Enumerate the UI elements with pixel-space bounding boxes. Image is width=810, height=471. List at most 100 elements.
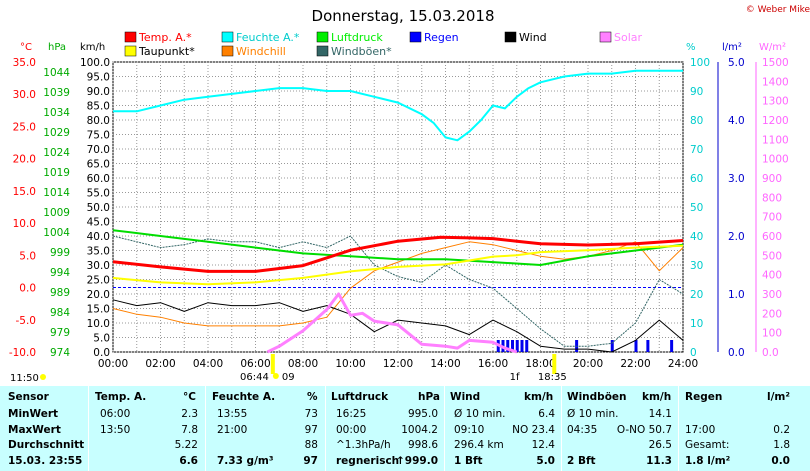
pressure-tick: 999	[50, 247, 70, 259]
pressure-tick: 994	[50, 267, 70, 279]
wind-unit: km/h	[80, 42, 105, 53]
stats-header: km/h	[642, 391, 672, 403]
pressure-tick: 1019	[43, 167, 70, 179]
stats-header: Wind	[450, 391, 481, 403]
sunrise-marker	[270, 354, 275, 374]
x-tick: 20:00	[573, 358, 603, 370]
stats-header: Luftdruck	[331, 391, 389, 403]
humidity-unit: %	[686, 42, 696, 53]
humidity-tick: 20	[690, 289, 703, 301]
x-tick: 12:00	[383, 358, 413, 370]
stats-cell: 14.1	[648, 408, 672, 420]
weather-chart: Donnerstag, 15.03.2018 © Weber Mike Temp. …	[9, 5, 810, 384]
series-line-solar	[266, 292, 518, 354]
sunrise-icon	[272, 373, 279, 379]
temp-unit: °C	[20, 42, 32, 53]
legend-label: Windböen*	[331, 45, 392, 58]
wind-tick: 100.0	[80, 57, 110, 69]
solar-tick: 1000	[762, 154, 789, 166]
stats-cell: 5.22	[174, 439, 198, 451]
temp-tick: 10.0	[13, 218, 36, 230]
solar-tick: 1400	[762, 76, 789, 88]
solar-tick: 1200	[762, 115, 789, 127]
stats-cell: 6.6	[179, 454, 198, 467]
solar-tick: 700	[762, 212, 782, 224]
chart-title: Donnerstag, 15.03.2018	[312, 7, 495, 25]
humidity-tick: 30	[690, 260, 703, 272]
solar-tick: 200	[762, 308, 782, 320]
pressure-tick: 1029	[43, 127, 70, 139]
stats-header: km/h	[524, 391, 554, 403]
humidity-tick: 100	[690, 57, 710, 69]
stats-cell: 1.8	[773, 439, 790, 451]
solar-tick: 300	[762, 289, 782, 301]
humidity-tick: 40	[690, 231, 703, 243]
wind-tick: 85.0	[87, 101, 110, 113]
solar-tick: 1500	[762, 57, 789, 69]
rain-bar	[515, 340, 519, 352]
stats-cell: NO 23.4	[512, 423, 555, 436]
legend-swatch	[124, 45, 137, 57]
stats-cell: Ø 10 min.	[567, 408, 619, 420]
x-tick: 24:00	[668, 358, 698, 370]
sunset-time: 18:35	[538, 372, 567, 383]
stats-cell: 13:55	[217, 408, 248, 420]
stats-cell: ^1.3hPa/h	[336, 439, 391, 451]
stats-cell: 73	[304, 408, 318, 420]
rain-tick: 2.0	[728, 231, 745, 243]
legend-label: Luftdruck	[331, 31, 383, 44]
x-tick: 22:00	[620, 358, 650, 370]
x-tick: 02:00	[145, 358, 175, 370]
series-line-feuchtea	[113, 69, 683, 142]
x-tick: 08:00	[288, 358, 318, 370]
stats-header: l/m²	[767, 391, 790, 403]
legend-label: Windchill	[236, 45, 286, 58]
pressure-tick: 984	[50, 307, 70, 319]
wind-tick: 40.0	[87, 231, 110, 243]
series-line-tempa	[112, 235, 684, 273]
stats-header: Temp. A.	[95, 391, 147, 403]
stats-cell: 13:50	[100, 423, 131, 436]
stats-cell: 11.3	[646, 454, 672, 467]
x-tick: 16:00	[478, 358, 508, 370]
humidity-tick: 80	[690, 115, 703, 127]
stats-row: 15.03. 23:55 6.6 7.33 g/m³ 97 regnerisch ↑999…	[0, 455, 810, 470]
rain-bar	[525, 340, 529, 352]
rain-tick: 0.0	[728, 347, 745, 359]
stats-header: hPa	[418, 391, 440, 403]
wind-tick: 70.0	[87, 144, 110, 156]
legend-swatch	[316, 31, 329, 43]
series-line-wind	[112, 299, 684, 353]
humidity-tick: 10	[690, 318, 703, 330]
solar-tick: 900	[762, 173, 782, 185]
legend-swatch	[316, 45, 329, 57]
rain-bar	[511, 340, 514, 352]
solar-tick: 500	[762, 250, 782, 262]
wind-tick: 75.0	[87, 130, 110, 142]
x-tick: 04:00	[193, 358, 223, 370]
wind-tick: 95.0	[87, 72, 110, 84]
pressure-tick: 1024	[43, 147, 70, 159]
wind-tick: 60.0	[87, 173, 110, 185]
stats-cell: 6.4	[538, 408, 555, 420]
legend-label: Regen	[424, 31, 459, 44]
series-line-luftdruck	[112, 229, 684, 266]
wind-tick: 80.0	[87, 115, 110, 127]
stats-row-label: 15.03. 23:55	[8, 454, 83, 467]
stats-row: MaxWert 13:50 7.8 21:00 97 00:00 1004.2 09:10 NO…	[0, 424, 810, 439]
rain-bar	[670, 340, 674, 352]
pressure-tick: 974	[50, 347, 70, 359]
solar-tick: 0.0	[762, 347, 779, 359]
legend-swatch	[599, 31, 612, 43]
pressure-tick: 1009	[43, 207, 70, 219]
stats-row-label: MaxWert	[8, 423, 61, 436]
wind-tick: 25.0	[87, 275, 110, 287]
temp-tick: 15.0	[13, 186, 36, 198]
stats-cell: 2 Bft	[567, 454, 596, 467]
humidity-tick: 70	[690, 144, 703, 156]
stats-cell: 97	[304, 423, 318, 436]
stats-cell: 2.3	[181, 408, 198, 420]
stats-header: Regen	[685, 391, 723, 403]
stats-cell: 0.2	[773, 423, 790, 436]
left-tick-label: 11:50	[10, 373, 39, 384]
